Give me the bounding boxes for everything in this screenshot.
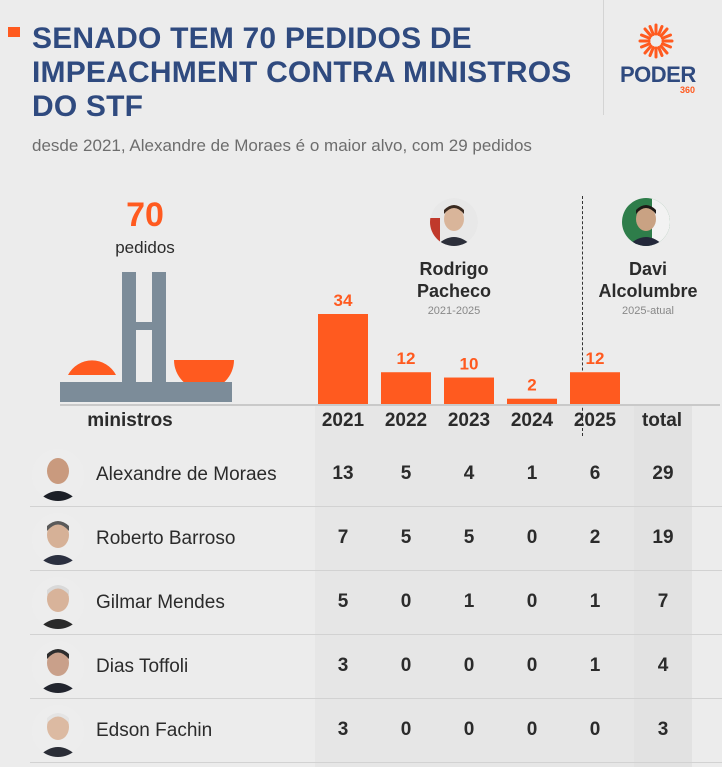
minister-name: Roberto Barroso [96, 528, 236, 549]
person-icon [32, 577, 84, 629]
person-icon [32, 705, 84, 757]
row-divider [30, 570, 722, 571]
row-divider [30, 634, 722, 635]
logo-divider [603, 0, 604, 115]
year-count-cell: 1 [463, 591, 475, 612]
minister-photo [32, 449, 84, 501]
column-header-total: total [641, 410, 683, 431]
person-icon [32, 449, 84, 501]
sun-icon [638, 23, 674, 59]
column-header-ministros: ministros [87, 410, 173, 431]
year-count-cell: 1 [526, 463, 538, 484]
table-row: Alexandre de Moraes 13 5 4 1 6 29 [0, 443, 722, 507]
bar-2024 [507, 398, 557, 404]
year-count-cell: 5 [400, 527, 412, 548]
page-title: SENADO TEM 70 PEDIDOS DE IMPEACHMENT CON… [32, 22, 572, 123]
president-period-pacheco: 2021-2025 [427, 305, 481, 317]
davi-alcolumbre-photo [622, 198, 670, 246]
president-name-pacheco: Rodrigo Pacheco [416, 259, 492, 301]
total-cell: 3 [657, 719, 669, 740]
year-count-cell: 0 [400, 655, 412, 676]
president-name-alcolumbre: Davi Alcolumbre [598, 259, 698, 301]
year-count-cell: 0 [400, 591, 412, 612]
senate-building-icon [60, 272, 234, 402]
poder360-logo: PODER 360 [612, 22, 712, 102]
year-count-cell: 5 [400, 463, 412, 484]
bar-2021 [318, 314, 368, 404]
chart-baseline [60, 404, 720, 406]
year-count-cell: 0 [526, 591, 538, 612]
minister-photo [32, 513, 84, 565]
table-row: Edson Fachin 3 0 0 0 0 3 [0, 699, 722, 763]
row-divider [30, 698, 722, 699]
bar-chart: 34 12 10 2 12 [318, 291, 620, 404]
year-count-cell: 3 [337, 719, 349, 740]
year-count-cell: 4 [463, 463, 475, 484]
bar-2023 [444, 377, 494, 404]
year-count-cell: 0 [589, 719, 601, 740]
term-divider-line [582, 196, 583, 436]
president-period-alcolumbre: 2025-atual [622, 305, 674, 317]
person-icon [430, 198, 478, 246]
table-data-background [315, 406, 634, 767]
bar-2022 [381, 372, 431, 404]
title-marker [8, 27, 20, 37]
person-icon [32, 641, 84, 693]
column-header-year: 2022 [384, 410, 428, 431]
column-header-year: 2023 [447, 410, 491, 431]
minister-name: Dias Toffoli [96, 656, 189, 677]
year-count-cell: 2 [589, 527, 601, 548]
row-divider [30, 762, 722, 763]
year-count-cell: 1 [589, 655, 601, 676]
bar-value-label: 10 [460, 355, 479, 374]
person-icon [32, 513, 84, 565]
row-divider [30, 506, 722, 507]
total-requests-label: pedidos [115, 238, 175, 257]
total-cell: 19 [652, 527, 674, 548]
minister-name: Gilmar Mendes [96, 592, 225, 613]
table-row: Dias Toffoli 3 0 0 0 1 4 [0, 635, 722, 699]
table-row: Roberto Barroso 7 5 5 0 2 19 [0, 507, 722, 571]
bar-value-label: 12 [397, 349, 416, 368]
person-icon [622, 198, 670, 246]
year-count-cell: 0 [463, 655, 475, 676]
total-cell: 29 [652, 463, 674, 484]
page-subtitle: desde 2021, Alexandre de Moraes é o maio… [32, 136, 532, 155]
total-cell: 7 [657, 591, 669, 612]
column-header-year: 2025 [573, 410, 617, 431]
minister-name: Edson Fachin [96, 720, 213, 741]
table-row: Gilmar Mendes 5 0 1 0 1 7 [0, 571, 722, 635]
bar-value-label: 34 [334, 291, 353, 310]
year-count-cell: 0 [400, 719, 412, 740]
bar-value-label: 2 [527, 376, 536, 395]
total-requests-value: 70 [126, 196, 164, 234]
logo-sub: 360 [680, 85, 696, 95]
year-count-cell: 0 [463, 719, 475, 740]
year-count-cell: 5 [463, 527, 475, 548]
column-header-year: 2024 [510, 410, 554, 431]
bar-value-label: 12 [586, 349, 605, 368]
year-count-cell: 1 [589, 591, 601, 612]
minister-name: Alexandre de Moraes [96, 464, 277, 485]
year-count-cell: 7 [337, 527, 349, 548]
logo-word: PODER [620, 62, 696, 87]
minister-photo [32, 577, 84, 629]
year-count-cell: 0 [526, 527, 538, 548]
year-count-cell: 13 [332, 463, 354, 484]
minister-photo [32, 705, 84, 757]
minister-photo [32, 641, 84, 693]
total-column-background [634, 406, 692, 767]
year-count-cell: 6 [589, 463, 601, 484]
rodrigo-pacheco-photo [430, 198, 478, 246]
year-count-cell: 5 [337, 591, 349, 612]
year-count-cell: 0 [526, 719, 538, 740]
year-count-cell: 3 [337, 655, 349, 676]
year-count-cell: 0 [526, 655, 538, 676]
bar-2025 [570, 372, 620, 404]
column-header-year: 2021 [321, 410, 365, 431]
total-cell: 4 [657, 655, 669, 676]
